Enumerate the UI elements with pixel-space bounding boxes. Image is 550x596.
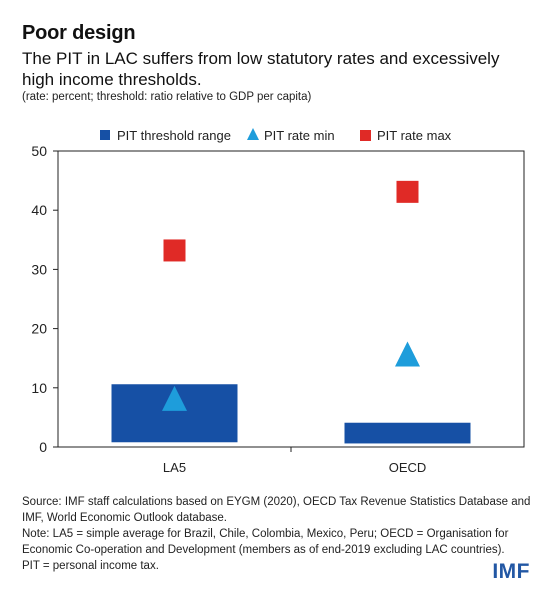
y-tick-label: 30 [31, 261, 47, 277]
y-tick-label: 0 [39, 439, 47, 455]
legend: PIT threshold range PIT rate min PIT rate … [100, 128, 452, 143]
chart-title: Poor design [22, 22, 136, 44]
chart: PIT threshold range PIT rate min PIT rate … [31, 128, 525, 475]
units-note: (rate: percent; threshold: ratio relativ… [22, 91, 312, 103]
y-tick-label: 50 [31, 143, 47, 159]
imf-logo: IMF [492, 560, 530, 583]
legend-label: PIT rate max [377, 128, 452, 143]
x-tick-label: LA5 [163, 460, 186, 475]
legend-swatch-square [360, 130, 371, 141]
legend-label: PIT rate min [264, 128, 335, 143]
chart-marks [111, 180, 471, 444]
definition-note: Note: LA5 = simple average for Brazil, C… [22, 528, 509, 556]
rate-max-marker [163, 239, 186, 262]
x-axis: LA5 OECD [163, 447, 426, 475]
legend-item: PIT threshold range [100, 128, 231, 143]
y-tick-label: 10 [31, 380, 47, 396]
threshold-range-bar [344, 422, 471, 444]
legend-item: PIT rate max [360, 128, 452, 143]
rate-min-marker [395, 341, 420, 367]
rate-max-marker [396, 180, 419, 203]
legend-label: PIT threshold range [117, 128, 231, 143]
y-tick-label: 20 [31, 321, 47, 337]
rate-min-marker [162, 385, 187, 411]
abbreviation-note: PIT = personal income tax. [22, 560, 159, 572]
legend-swatch-bar [100, 130, 110, 140]
footer: Source: IMF staff calculations based on … [22, 494, 532, 574]
y-tick-label: 40 [31, 202, 47, 218]
legend-item: PIT rate min [247, 128, 335, 143]
chart-subtitle: The PIT in LAC suffers from low statutor… [22, 49, 500, 89]
y-axis: 0 10 20 30 40 50 [31, 143, 58, 455]
x-tick-label: OECD [389, 460, 427, 475]
legend-swatch-triangle [247, 128, 259, 140]
source-note: Source: IMF staff calculations based on … [22, 496, 531, 524]
